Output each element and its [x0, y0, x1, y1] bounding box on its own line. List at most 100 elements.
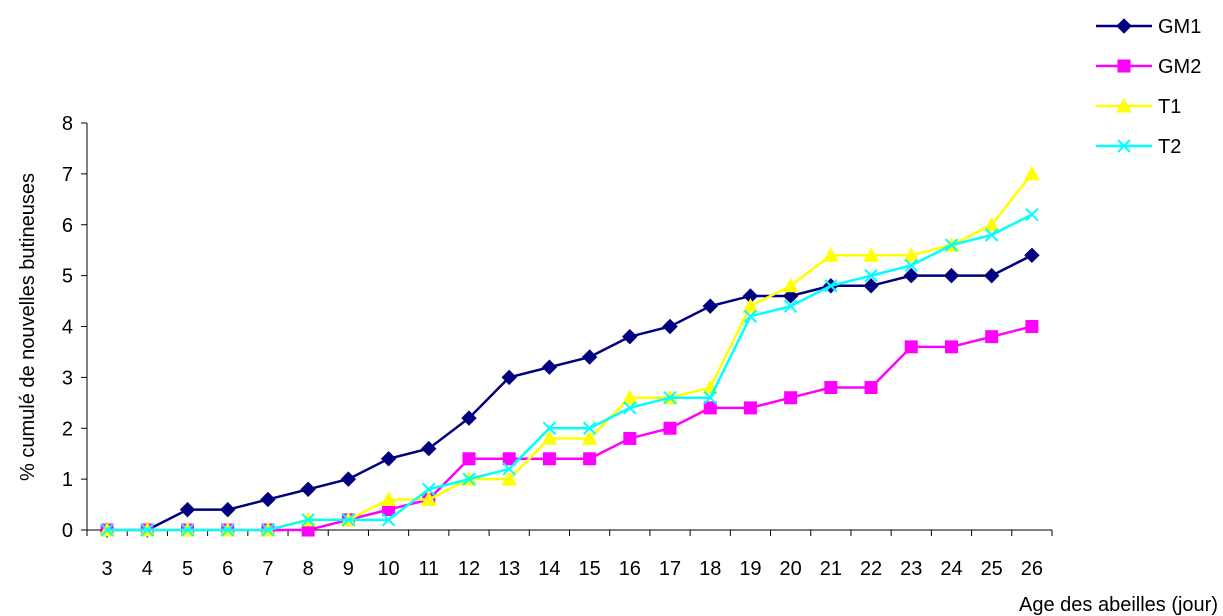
- x-tick-label: 15: [578, 558, 600, 580]
- y-tick-label: 3: [62, 367, 73, 389]
- data-point-gm1: [179, 501, 196, 518]
- data-point-gm1: [220, 501, 236, 518]
- data-point-t2: [462, 472, 476, 486]
- data-point-gm1: [622, 328, 638, 345]
- marker-stroke: [341, 513, 356, 527]
- legend-item-gm2: GM2: [1096, 56, 1201, 78]
- series-t1: [99, 165, 1040, 537]
- data-point-t2: [783, 299, 798, 313]
- x-tick-label: 23: [900, 558, 922, 580]
- data-point-t2: [301, 513, 315, 527]
- data-point-gm1: [380, 451, 397, 467]
- data-point-t1: [742, 298, 759, 313]
- series-line-gm1: [107, 254, 1033, 532]
- data-point-t2: [824, 279, 838, 293]
- x-tick-label: 3: [102, 558, 113, 580]
- y-tick-label: 5: [62, 266, 73, 288]
- legend-marker-t2: [1117, 139, 1131, 153]
- x-tick-label: 20: [780, 558, 802, 580]
- data-point-t1: [621, 389, 638, 405]
- marker-stroke: [703, 391, 717, 405]
- marker-stroke: [1117, 139, 1131, 153]
- data-point-gm2: [502, 452, 516, 466]
- data-point-t2: [663, 391, 677, 405]
- legend-label-gm1: GM1: [1158, 16, 1201, 38]
- data-point-t2: [743, 309, 758, 324]
- marker-stroke: [1025, 207, 1039, 222]
- marker-stroke: [301, 513, 315, 527]
- x-tick-label: 5: [182, 558, 193, 580]
- marker-stroke: [904, 258, 918, 273]
- data-point-gm1: [983, 267, 1000, 284]
- data-point-t1: [983, 216, 1000, 232]
- data-point-t1: [823, 247, 839, 262]
- data-point-gm2: [623, 431, 637, 445]
- marker-stroke: [381, 513, 396, 527]
- data-point-gm2: [944, 340, 958, 354]
- legend-item-t1: T1: [1096, 96, 1181, 118]
- marker-stroke: [864, 268, 878, 283]
- data-point-gm2: [703, 401, 717, 415]
- data-point-t1: [863, 247, 879, 262]
- data-point-gm2: [542, 452, 556, 466]
- x-tick-label: 12: [458, 558, 480, 580]
- legend-item-gm1: GM1: [1096, 16, 1201, 38]
- y-axis-title: % cumulé de nouvelles butineuses: [17, 173, 39, 481]
- x-tick-label: 6: [222, 558, 233, 580]
- data-point-t2: [422, 482, 436, 497]
- data-point-t2: [904, 258, 918, 273]
- x-tick-label: 9: [343, 558, 354, 580]
- marker-stroke: [783, 299, 798, 313]
- data-point-t2: [381, 513, 396, 527]
- data-point-t1: [903, 247, 920, 262]
- data-point-gm1: [662, 318, 678, 335]
- data-point-gm1: [260, 491, 276, 508]
- data-point-t1: [782, 277, 799, 293]
- x-tick-label: 26: [1021, 558, 1043, 580]
- data-point-t1: [581, 430, 598, 445]
- marker-stroke: [623, 401, 637, 415]
- marker-stroke: [100, 523, 114, 537]
- legend-marker-gm2: [1117, 59, 1131, 73]
- data-point-t1: [1024, 165, 1040, 181]
- data-point-t2: [100, 523, 114, 537]
- y-tick-label: 7: [62, 164, 73, 186]
- x-tick-label: 17: [659, 558, 681, 580]
- data-point-t2: [261, 523, 275, 537]
- data-point-t2: [341, 513, 356, 527]
- data-point-gm1: [340, 471, 357, 487]
- marker-stroke: [984, 228, 999, 242]
- data-point-t2: [221, 523, 235, 537]
- data-point-gm2: [824, 381, 838, 395]
- data-point-t2: [582, 421, 597, 435]
- series-line-t2: [107, 213, 1033, 532]
- marker-stroke: [462, 472, 476, 486]
- marker-stroke: [663, 391, 677, 405]
- data-point-gm2: [784, 391, 798, 405]
- series-line-t1: [107, 173, 1033, 532]
- y-tick-label: 1: [62, 469, 73, 491]
- marker-stroke: [542, 421, 557, 435]
- data-point-gm1: [541, 359, 558, 375]
- legend-label-gm2: GM2: [1158, 56, 1201, 78]
- data-point-t2: [140, 523, 155, 537]
- data-point-gm2: [462, 452, 476, 466]
- chart-series: [99, 165, 1040, 538]
- data-point-t1: [541, 430, 558, 445]
- x-tick-label: 21: [820, 558, 842, 580]
- data-point-t2: [623, 401, 637, 415]
- legend-marker-t1: [1116, 97, 1132, 113]
- x-tick-label: 11: [418, 558, 439, 580]
- data-point-t2: [864, 268, 878, 283]
- x-tick-label: 13: [498, 558, 520, 580]
- data-point-gm2: [743, 401, 757, 415]
- marker-stroke: [221, 523, 235, 537]
- data-point-gm2: [663, 421, 677, 435]
- data-point-gm1: [581, 349, 598, 365]
- x-tick-label: 19: [739, 558, 761, 580]
- x-tick-label: 18: [699, 558, 721, 580]
- y-tick-label: 8: [62, 113, 73, 135]
- x-tick-label: 7: [262, 558, 273, 580]
- data-point-gm1: [943, 267, 960, 284]
